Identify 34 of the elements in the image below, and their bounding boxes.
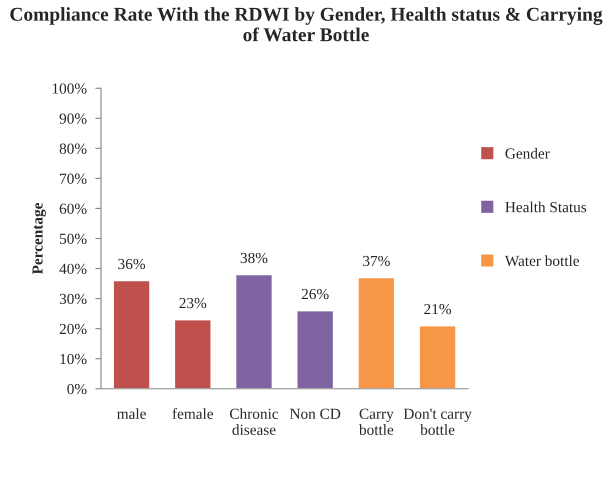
chart-title: Compliance Rate With the RDWI by Gender, Health status & Carrying of Water Bottle (10, 7, 602, 42)
y-tick-label: 70% (60, 174, 87, 184)
x-tick-label: female (172, 408, 214, 419)
bar (174, 318, 212, 389)
y-tick-label: 90% (60, 113, 87, 124)
x-tick-label: Carry bottle (358, 408, 394, 435)
y-axis-title: Percentage (32, 202, 46, 274)
y-tick-label: 10% (60, 354, 87, 364)
y-tick-label: 60% (60, 204, 87, 214)
y-tick-label: 20% (60, 324, 87, 334)
legend-label: Health Status (505, 202, 586, 212)
data-label: 37% (363, 256, 390, 266)
bar (296, 310, 334, 389)
y-tick-label: 40% (59, 264, 87, 274)
y-tick-label: 100% (52, 83, 87, 94)
y-tick-label: 50% (60, 234, 87, 244)
bar (418, 324, 457, 389)
bar (234, 274, 274, 389)
data-label: 26% (302, 288, 329, 300)
legend-label: Water bottle (504, 255, 580, 266)
x-tick-label: Chronic disease (230, 408, 278, 435)
bar (357, 276, 396, 389)
x-tick-label: male (117, 408, 146, 419)
bar (112, 280, 151, 389)
data-label: 23% (179, 298, 206, 308)
x-tick-label: Don't carry bottle (404, 408, 472, 435)
legend-label: Gender (505, 148, 550, 159)
data-label: 36% (118, 258, 146, 270)
y-tick-label: 0% (67, 384, 87, 394)
data-label: 21% (424, 304, 452, 314)
y-tick-label: 80% (60, 143, 87, 154)
y-tick-label: 30% (60, 294, 87, 304)
x-tick-label: Non CD (290, 408, 340, 419)
data-label: 38% (240, 252, 268, 264)
